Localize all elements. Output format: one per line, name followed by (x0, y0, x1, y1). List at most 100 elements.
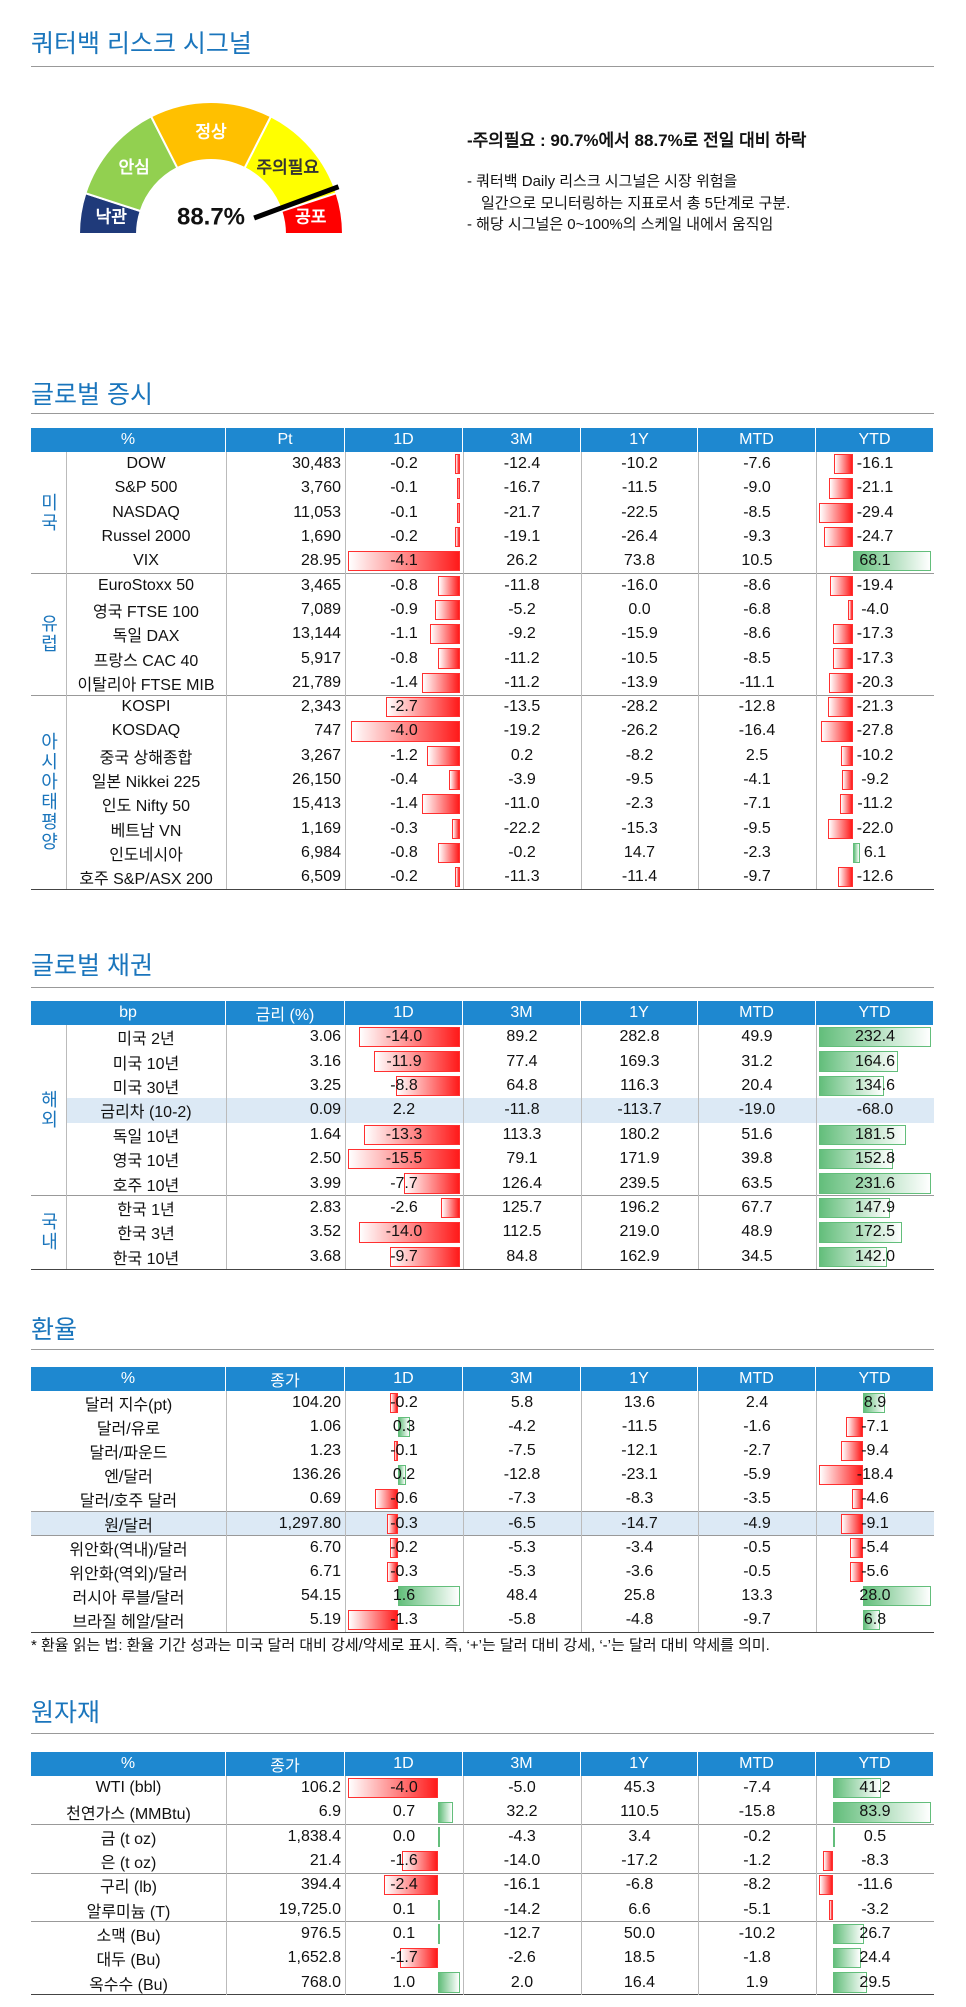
value-text: 164.6 (854, 1052, 896, 1070)
value-cell: 6.9 (226, 1800, 345, 1824)
value-text: 125.7 (501, 1198, 543, 1216)
data-bar (383, 1875, 438, 1896)
value-cell: -8.8 (345, 1074, 463, 1098)
value-text: 136.26 (292, 1466, 341, 1484)
row-name: DOW (126, 455, 166, 473)
value-text: -113.7 (617, 1101, 662, 1119)
value-cell: -12.1 (581, 1439, 698, 1463)
value-cell: 26,150 (226, 768, 345, 792)
value-text: 171.9 (619, 1150, 660, 1168)
value-text: 1,838.4 (287, 1827, 341, 1845)
value-cell: 1,652.8 (226, 1946, 345, 1970)
row-name: 일본 Nikkei 225 (91, 774, 201, 792)
value-cell: 2.5 (698, 744, 816, 768)
data-bar (852, 842, 860, 864)
column-rule (345, 452, 346, 890)
gauge-zone-label: 안심 (119, 158, 150, 177)
value-cell: -11.6 (816, 1873, 934, 1897)
value-cell: -13.3 (345, 1123, 463, 1147)
value-text: 116.3 (620, 1076, 659, 1094)
value-text: 29.5 (859, 1973, 891, 1991)
value-text: -4.0 (390, 1779, 418, 1797)
data-bar (832, 1778, 881, 1799)
column-rule (463, 1025, 464, 1269)
value-text: 0.5 (863, 1827, 887, 1845)
value-cell: 7,089 (226, 598, 345, 622)
value-text: -5.3 (508, 1562, 536, 1580)
column-rule (226, 1776, 227, 1995)
value-cell: -0.9 (345, 598, 463, 622)
group-text: 미국 (38, 492, 59, 533)
value-text: -17.3 (856, 649, 894, 667)
value-cell: 112.5 (463, 1220, 581, 1244)
value-cell: -5.6 (816, 1560, 934, 1584)
data-bar (441, 1197, 460, 1219)
value-text: -16.7 (503, 479, 541, 497)
value-text: -6.5 (508, 1514, 536, 1532)
group-label: 아시아태평양 (31, 695, 66, 889)
data-bar (849, 1561, 864, 1582)
value-text: -24.7 (856, 528, 894, 546)
row-name: 독일 10년 (112, 1128, 180, 1146)
data-bar (819, 502, 853, 523)
value-text: -15.5 (385, 1150, 423, 1168)
value-text: -9.2 (861, 771, 889, 789)
value-text: 6.71 (309, 1562, 341, 1580)
column-rule (581, 1776, 582, 1995)
value-cell: -9.7 (698, 1608, 816, 1632)
value-cell: -12.8 (463, 1463, 581, 1487)
value-cell: 6,509 (226, 865, 345, 889)
value-cell: -13.9 (581, 671, 698, 695)
value-text: 18.5 (623, 1949, 656, 1967)
data-bar (429, 624, 460, 645)
value-text: 1.9 (745, 1973, 769, 1991)
value-cell: -14.0 (463, 1849, 581, 1873)
value-text: -15.8 (738, 1803, 776, 1821)
row-name: 은 (t oz) (100, 1855, 157, 1873)
value-cell: -16.4 (698, 719, 816, 743)
value-text: -19.1 (503, 528, 541, 546)
data-bar (839, 794, 853, 815)
value-cell: -9.2 (816, 768, 934, 792)
value-cell: -2.4 (345, 1873, 463, 1897)
value-text: -11.2 (504, 649, 540, 667)
value-text: 394.4 (300, 1876, 341, 1894)
value-cell: -5.3 (463, 1536, 581, 1560)
value-cell: 3.06 (226, 1025, 345, 1049)
header-cell: % (31, 428, 226, 452)
value-cell: -0.6 (345, 1487, 463, 1511)
gauge-needle (253, 184, 340, 221)
section-rule (31, 413, 934, 414)
column-rule (345, 1025, 346, 1269)
value-text: 6.1 (863, 843, 887, 861)
value-text: -0.1 (390, 503, 418, 521)
value-cell: -0.3 (345, 1512, 463, 1536)
value-cell: -2.3 (581, 792, 698, 816)
value-cell: 68.1 (816, 549, 934, 573)
value-cell: -2.7 (698, 1439, 816, 1463)
value-text: 21.4 (309, 1852, 341, 1870)
value-text: -0.9 (390, 600, 418, 618)
value-text: -0.3 (390, 819, 418, 837)
group-rule (31, 1535, 934, 1537)
value-text: -12.4 (503, 455, 541, 473)
value-text: 13.6 (623, 1394, 656, 1412)
data-bar (404, 1173, 460, 1194)
column-rule (463, 452, 464, 890)
value-text: 3.99 (309, 1174, 341, 1192)
row-name: 달러 지수(pt) (84, 1397, 173, 1415)
row-name: 호주 10년 (112, 1177, 180, 1195)
data-bar (827, 818, 853, 839)
value-text: -12.8 (738, 698, 776, 716)
value-cell: -0.2 (345, 1391, 463, 1415)
data-bar (437, 1899, 440, 1920)
header-cell: YTD (816, 1001, 934, 1025)
value-cell: -4.0 (345, 719, 463, 743)
row-name: 미국 10년 (112, 1055, 180, 1073)
value-text: -11.1 (739, 673, 775, 691)
value-cell: 63.5 (698, 1171, 816, 1195)
value-text: 25.8 (623, 1586, 656, 1604)
value-cell: -14.2 (463, 1898, 581, 1922)
value-text: 282.8 (619, 1028, 660, 1046)
value-text: -4.1 (390, 552, 418, 570)
